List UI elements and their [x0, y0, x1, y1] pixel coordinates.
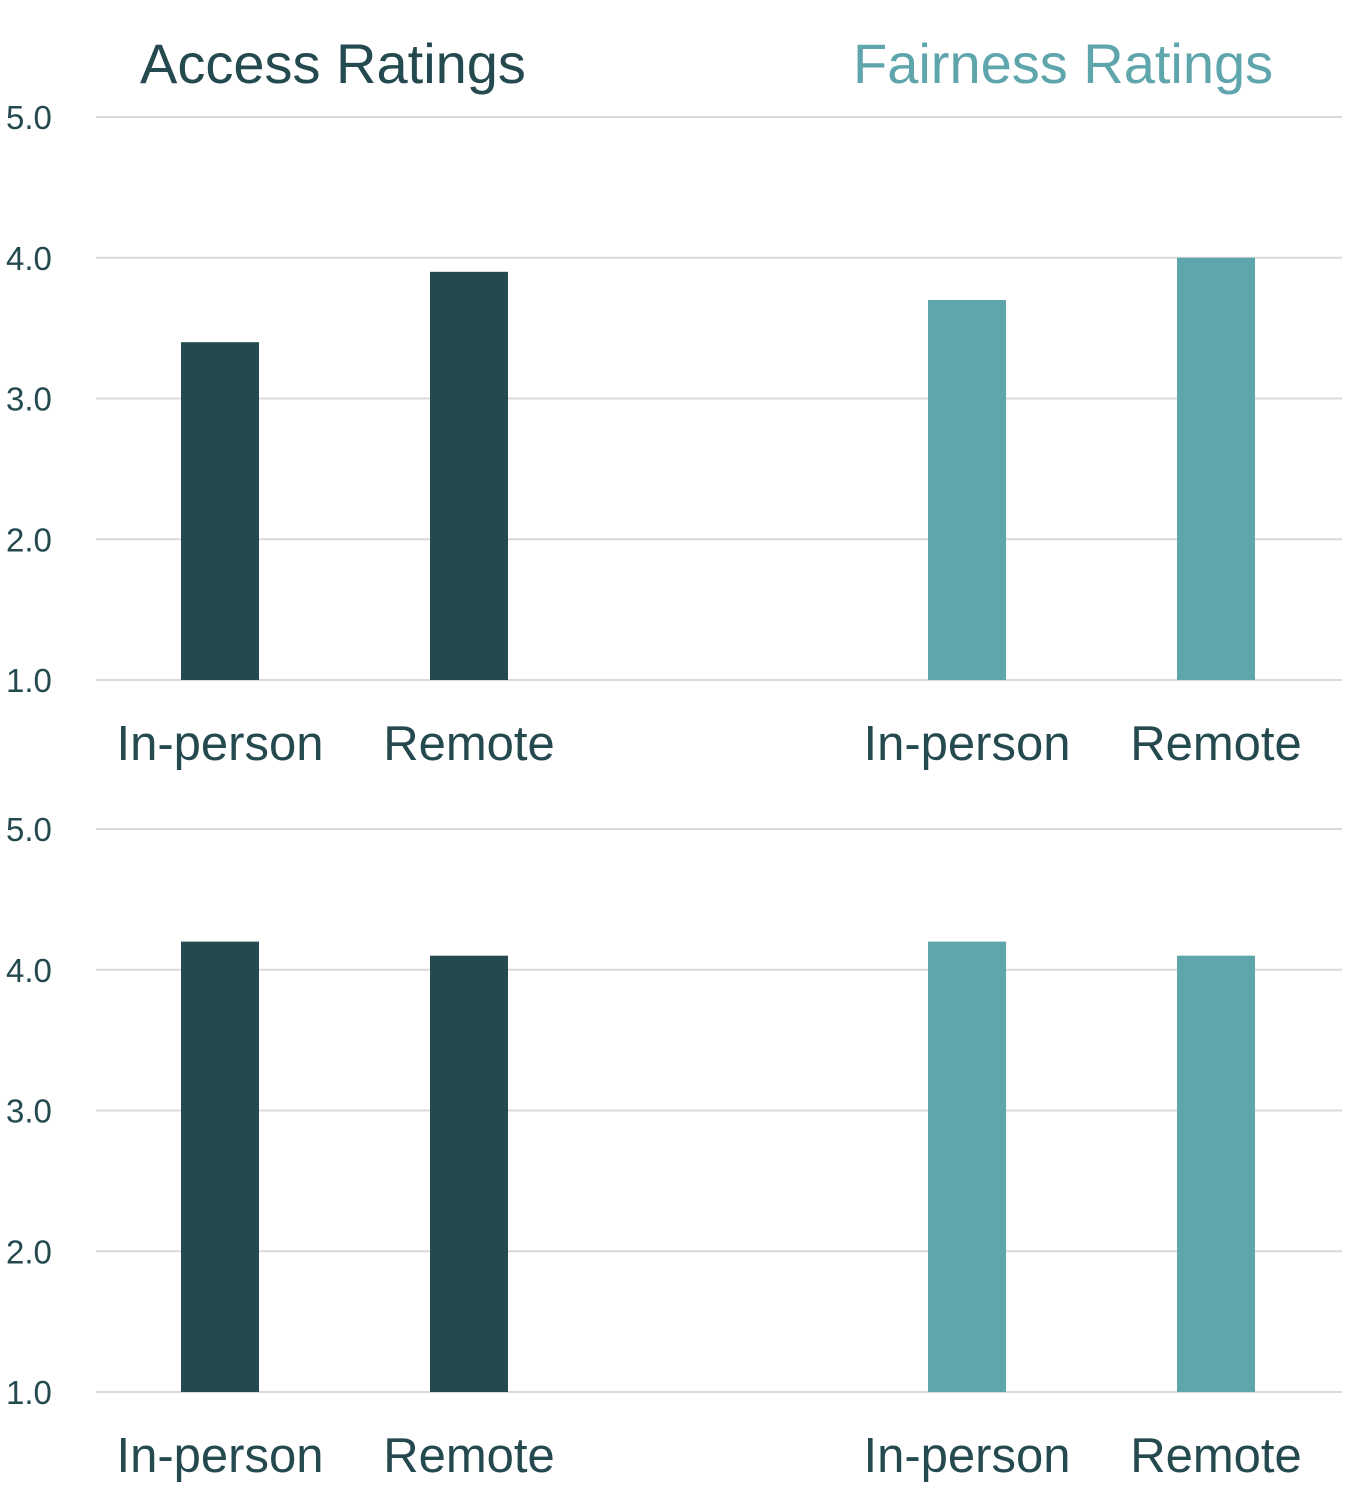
y-tick-label: 2.0 [6, 521, 52, 558]
x-category-label: Remote [383, 1429, 555, 1483]
x-category-label: Remote [1130, 1429, 1302, 1483]
bar-in-person [928, 299, 1006, 680]
bar-in-person [181, 941, 259, 1392]
y-tick-label: 2.0 [6, 1233, 52, 1270]
y-tick-label: 1.0 [6, 662, 52, 699]
x-category-label: Remote [1130, 717, 1302, 771]
x-axis-category-labels: In-person Remote In-person Remote In-person R… [116, 717, 1301, 1483]
bar-remote [1177, 955, 1255, 1392]
y-tick-label: 1.0 [6, 1374, 52, 1411]
chart-title-access: Access Ratings [140, 32, 526, 95]
y-tick-label: 5.0 [6, 99, 52, 136]
bar-remote [430, 271, 508, 680]
x-category-label: In-person [116, 1429, 323, 1483]
bar-in-person [928, 941, 1006, 1392]
gridlines [96, 116, 1342, 1393]
y-tick-label: 4.0 [6, 240, 52, 277]
x-category-label: In-person [116, 717, 323, 771]
y-axis-tick-labels: 1.0 2.0 3.0 4.0 5.0 1.0 2.0 3.0 4.0 5.0 [6, 99, 52, 1411]
chart-title-fairness: Fairness Ratings [853, 32, 1273, 95]
x-category-label: In-person [863, 1429, 1070, 1483]
bar-remote [430, 955, 508, 1392]
y-tick-label: 5.0 [6, 811, 52, 848]
x-category-label: Remote [383, 717, 555, 771]
bars [181, 257, 1255, 1392]
y-tick-label: 3.0 [6, 381, 52, 418]
y-tick-label: 4.0 [6, 952, 52, 989]
y-tick-label: 3.0 [6, 1093, 52, 1130]
x-category-label: In-person [863, 717, 1070, 771]
bar-in-person [181, 342, 259, 680]
bar-remote [1177, 257, 1255, 680]
